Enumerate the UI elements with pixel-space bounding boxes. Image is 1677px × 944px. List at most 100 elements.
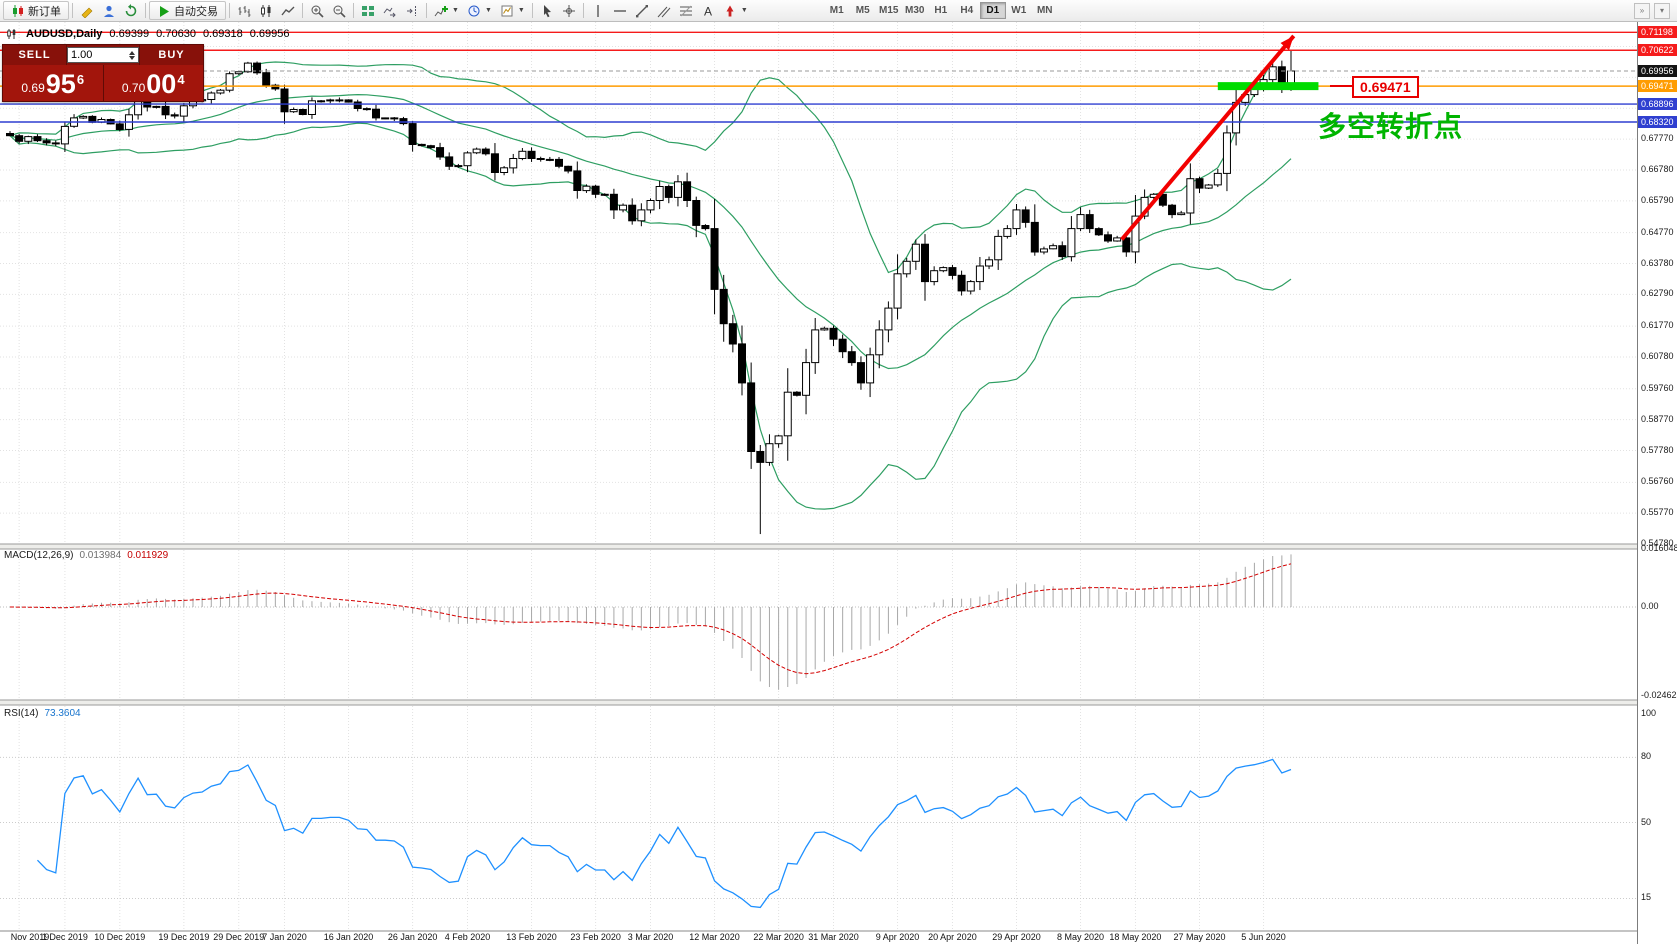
indicators-menu-button[interactable]: ▼	[430, 1, 463, 20]
timeframe-m1-button[interactable]: M1	[824, 2, 850, 19]
open-value: 0.69399	[109, 28, 150, 40]
one-click-header-row: SELL 1.00 BUY	[3, 45, 203, 65]
auto-scroll-button[interactable]	[379, 1, 401, 20]
price-tag[interactable]: 0.68320	[1638, 116, 1677, 128]
time-axis-label: 16 Jan 2020	[323, 932, 374, 942]
sell-price-small: 0.69	[21, 81, 45, 95]
buy-price-sup: 4	[177, 72, 185, 87]
time-axis-label: Nov 2019	[10, 932, 50, 942]
templates-menu-button[interactable]: ▼	[496, 1, 529, 20]
panel-separators[interactable]	[0, 543, 1637, 932]
fibonacci-icon	[679, 4, 693, 18]
navigator-button[interactable]	[120, 1, 142, 20]
arrows-icon	[723, 4, 737, 18]
time-axis-label: 27 May 2020	[1173, 932, 1226, 942]
new-order-icon	[11, 4, 25, 18]
horizontal-line-tool-button[interactable]	[609, 1, 631, 20]
metaeditor-button[interactable]	[76, 1, 98, 20]
axis-label: 0.61770	[1641, 320, 1674, 330]
metaeditor-icon	[80, 4, 94, 18]
zoom-out-button[interactable]	[328, 1, 350, 20]
price-callout-box[interactable]: 0.69471	[1352, 76, 1419, 98]
price-tag[interactable]: 0.69956	[1638, 65, 1677, 77]
timeframe-h4-button[interactable]: H4	[954, 2, 980, 19]
timeframe-w1-button[interactable]: W1	[1006, 2, 1032, 19]
periods-clock-icon	[467, 4, 481, 18]
time-axis-label: 20 Apr 2020	[928, 932, 977, 942]
fibonacci-tool-button[interactable]	[675, 1, 697, 20]
timeframe-m15-button[interactable]: M15	[876, 2, 902, 19]
price-tag[interactable]: 0.69471	[1638, 80, 1677, 92]
panel-separator	[0, 700, 1637, 705]
vertical-line-tool-button[interactable]	[587, 1, 609, 20]
sell-label: SELL	[18, 49, 51, 61]
price-tag[interactable]: 0.70622	[1638, 44, 1677, 56]
templates-icon	[500, 4, 514, 18]
periods-menu-button[interactable]: ▼	[463, 1, 496, 20]
one-click-trading-panel: SELL 1.00 BUY 0.69 95 6 0.70 00 4	[2, 44, 204, 102]
time-axis-label: 23 Feb 2020	[570, 932, 621, 942]
axis-label: 0.63780	[1641, 258, 1674, 268]
time-axis-label: 7 Jan 2020	[262, 932, 307, 942]
axis-label: 15	[1641, 892, 1652, 902]
cursor-icon	[540, 4, 554, 18]
chart-shift-button[interactable]	[401, 1, 423, 20]
time-axis[interactable]: Nov 2019 1 Dec 2019 10 Dec 2019 19 Dec 2019…	[0, 931, 1637, 944]
text-tool-button[interactable]: A	[697, 1, 719, 20]
candlestick-chart-button[interactable]	[255, 1, 277, 20]
sell-button[interactable]: SELL	[3, 45, 67, 65]
price-tag[interactable]: 0.68896	[1638, 98, 1677, 110]
price-axis[interactable]: 0.67770 0.66780 0.65790 0.64770 0.63780 0.627…	[1637, 22, 1677, 944]
axis-label: -0.024625	[1641, 690, 1677, 700]
one-click-price-row: 0.69 95 6 0.70 00 4	[3, 65, 203, 101]
time-axis-label: 5 Jun 2020	[1241, 932, 1286, 942]
tile-windows-button[interactable]	[357, 1, 379, 20]
line-chart-button[interactable]	[277, 1, 299, 20]
autotrading-button[interactable]: 自动交易	[149, 1, 226, 20]
channel-tool-button[interactable]	[653, 1, 675, 20]
price-tag[interactable]: 0.71198	[1638, 26, 1677, 38]
horizontal-line-icon	[613, 4, 627, 18]
new-order-button[interactable]: 新订单	[3, 1, 69, 20]
buy-label: BUY	[158, 49, 185, 61]
time-axis-label: 13 Feb 2020	[506, 932, 557, 942]
channel-icon	[657, 4, 671, 18]
symbol-period-label: AUDUSD,Daily	[26, 28, 103, 40]
market-watch-icon	[102, 4, 116, 18]
zoom-in-button[interactable]	[306, 1, 328, 20]
axis-label: 0.016048	[1641, 543, 1677, 553]
toolbar-options-icon[interactable]: ▾	[1654, 2, 1670, 19]
sell-price[interactable]: 0.69 95 6	[3, 65, 104, 101]
time-axis-label: 1 Dec 2019	[41, 932, 88, 942]
timeframe-d1-button[interactable]: D1	[979, 2, 1006, 19]
timeframe-h1-button[interactable]: H1	[928, 2, 954, 19]
arrows-tool-button[interactable]: ▼	[719, 1, 752, 20]
market-watch-button[interactable]	[98, 1, 120, 20]
timeframe-m30-button[interactable]: M30	[902, 2, 928, 19]
stepper-down-icon[interactable]	[129, 55, 135, 60]
trend-arrow-head	[1280, 35, 1294, 51]
crosshair-tool-button[interactable]	[558, 1, 580, 20]
bar-chart-icon	[237, 4, 251, 18]
buy-button[interactable]: BUY	[139, 45, 203, 65]
time-axis-label: 22 Mar 2020	[753, 932, 804, 942]
bar-chart-button[interactable]	[233, 1, 255, 20]
volume-stepper[interactable]	[129, 50, 135, 60]
autotrading-play-icon	[157, 4, 171, 18]
axis-label: 80	[1641, 751, 1652, 761]
cursor-tool-button[interactable]	[536, 1, 558, 20]
timeframe-mn-button[interactable]: MN	[1032, 2, 1058, 19]
price-chart[interactable]	[0, 22, 1637, 944]
toolbar-overflow-icon[interactable]: »	[1634, 2, 1650, 19]
timeframe-m5-button[interactable]: M5	[850, 2, 876, 19]
indicators-icon	[434, 4, 448, 18]
rsi-value: 73.3604	[44, 708, 81, 719]
time-axis-label: 12 Mar 2020	[689, 932, 740, 942]
volume-input[interactable]: 1.00	[67, 47, 139, 63]
candlestick-chart-icon	[259, 4, 273, 18]
buy-price[interactable]: 0.70 00 4	[104, 65, 204, 101]
trendline-tool-button[interactable]	[631, 1, 653, 20]
time-axis-label: 9 Apr 2020	[875, 932, 920, 942]
stepper-up-icon[interactable]	[129, 50, 135, 55]
